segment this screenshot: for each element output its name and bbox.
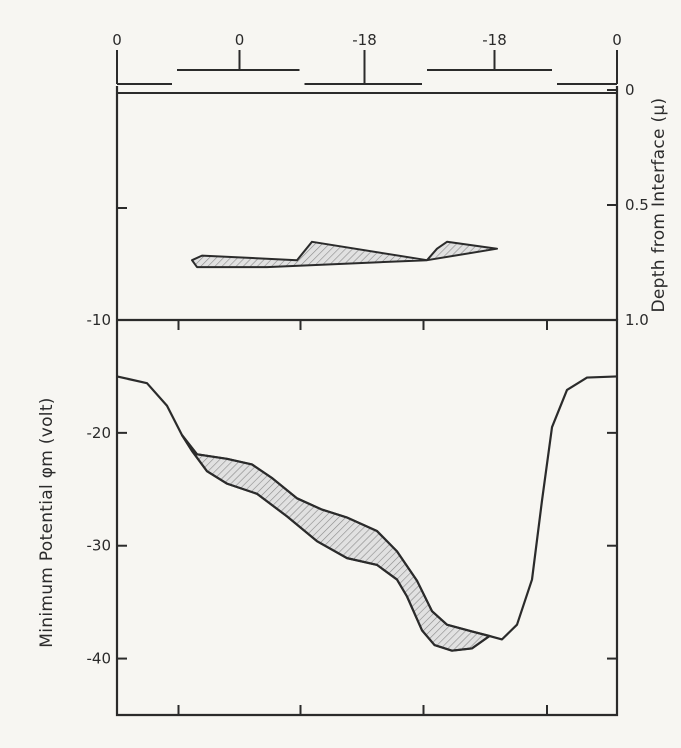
- right-tick-label-3: 1.0: [625, 311, 649, 329]
- depletion-region-shape: [191, 240, 498, 269]
- left-tick-label-1: -10: [87, 311, 112, 329]
- y-axis-title-right: Depth from Interface (μ): [649, 98, 669, 313]
- potential-curve-upper: [116, 375, 618, 641]
- top-tick-label-4: -18: [482, 31, 507, 49]
- right-tick-label-2: 0.5: [625, 196, 649, 214]
- top-tick-label-1: 0: [112, 31, 122, 49]
- depletion-region: [191, 240, 498, 269]
- y-axis-title-left: Minimum Potential φm (volt): [37, 397, 57, 647]
- gate-electrode-group: [117, 69, 617, 85]
- right-axis-tick-group: [607, 89, 617, 321]
- top-gate-tick-group: [116, 50, 618, 84]
- top-tick-label-5: 0: [612, 31, 622, 49]
- potential-band: [181, 434, 491, 652]
- top-panel-frame: [115, 86, 619, 320]
- right-tick-label-1: 0: [625, 81, 635, 99]
- top-tick-label-3: -18: [352, 31, 377, 49]
- left-tick-label-4: -40: [87, 650, 112, 668]
- right-axis-label-group: 0 0.5 1.0: [625, 81, 649, 329]
- left-tick-label-2: -20: [87, 424, 112, 442]
- top-tick-label-2: 0: [235, 31, 245, 49]
- left-axis-label-group: -10 -20 -30 -40: [87, 311, 112, 668]
- left-tick-label-3: -30: [87, 537, 112, 555]
- left-axis-tick-group: [117, 207, 617, 660]
- bottom-panel-frame: [115, 318, 619, 717]
- top-gate-label-group: 0 0 -18 -18 0: [112, 31, 622, 49]
- bottom-axis-tick-group: [177, 320, 548, 715]
- potential-curve-lower: [181, 434, 491, 652]
- potential-curves: [116, 375, 618, 652]
